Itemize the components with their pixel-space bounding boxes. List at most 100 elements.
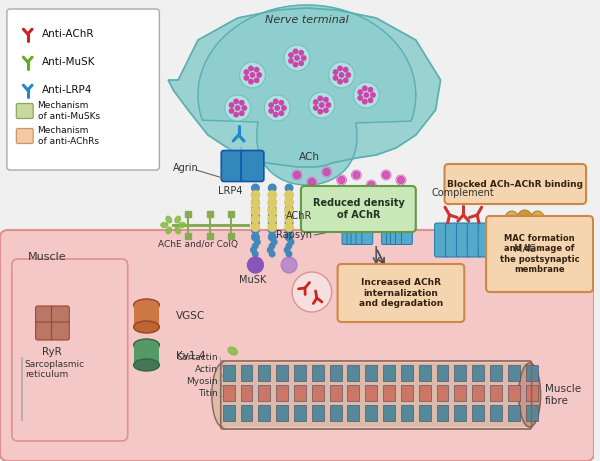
Bar: [294, 365, 306, 381]
Text: Sarcoplasmic
reticulum: Sarcoplasmic reticulum: [25, 360, 85, 379]
Bar: [472, 405, 484, 421]
Circle shape: [251, 191, 260, 199]
Text: MuSK: MuSK: [239, 275, 266, 285]
Circle shape: [251, 184, 259, 192]
Circle shape: [269, 251, 275, 257]
Ellipse shape: [175, 227, 181, 234]
Bar: [437, 365, 448, 381]
Circle shape: [299, 51, 304, 55]
Text: Mechanism
of anti-AChRs: Mechanism of anti-AChRs: [38, 126, 98, 146]
Bar: [241, 405, 253, 421]
Circle shape: [285, 207, 293, 215]
Bar: [526, 385, 538, 401]
FancyBboxPatch shape: [347, 200, 358, 244]
Bar: [347, 405, 359, 421]
Bar: [454, 385, 466, 401]
Bar: [223, 365, 235, 381]
Circle shape: [346, 73, 350, 77]
Text: Titin: Titin: [198, 389, 218, 397]
Circle shape: [287, 235, 292, 241]
Circle shape: [314, 100, 318, 104]
Text: MAC: MAC: [514, 244, 536, 254]
Circle shape: [251, 215, 260, 223]
Bar: [454, 365, 466, 381]
Text: Anti-LRP4: Anti-LRP4: [41, 85, 92, 95]
Circle shape: [362, 100, 367, 104]
Circle shape: [268, 205, 276, 213]
FancyBboxPatch shape: [342, 200, 353, 244]
Bar: [329, 385, 341, 401]
FancyBboxPatch shape: [356, 200, 367, 244]
Circle shape: [269, 103, 274, 107]
Circle shape: [285, 223, 293, 231]
Text: Muscle: Muscle: [28, 252, 67, 262]
Circle shape: [295, 56, 299, 60]
Circle shape: [286, 251, 292, 257]
Bar: [347, 365, 359, 381]
Bar: [508, 385, 520, 401]
Circle shape: [251, 207, 260, 215]
Circle shape: [268, 212, 276, 220]
Text: Rapsyn: Rapsyn: [276, 230, 312, 240]
Bar: [401, 365, 413, 381]
Ellipse shape: [503, 211, 521, 241]
Circle shape: [371, 93, 375, 97]
Bar: [294, 385, 306, 401]
Circle shape: [286, 233, 293, 241]
Circle shape: [251, 226, 259, 234]
Ellipse shape: [515, 210, 535, 242]
Circle shape: [235, 106, 240, 110]
Ellipse shape: [212, 363, 233, 427]
Circle shape: [249, 79, 253, 84]
Bar: [383, 365, 395, 381]
Bar: [276, 405, 288, 421]
Circle shape: [251, 191, 259, 199]
Circle shape: [269, 243, 275, 249]
Circle shape: [268, 199, 277, 207]
Bar: [526, 365, 538, 381]
Circle shape: [254, 239, 260, 245]
Circle shape: [268, 223, 277, 231]
Circle shape: [299, 61, 304, 65]
Bar: [383, 405, 395, 421]
Circle shape: [234, 99, 238, 104]
FancyBboxPatch shape: [301, 186, 416, 232]
Bar: [419, 405, 431, 421]
Circle shape: [268, 191, 277, 199]
FancyBboxPatch shape: [12, 259, 128, 441]
Bar: [134, 345, 160, 365]
FancyBboxPatch shape: [16, 129, 33, 143]
Bar: [185, 233, 191, 239]
Circle shape: [338, 177, 345, 183]
Bar: [437, 405, 448, 421]
Bar: [134, 305, 160, 327]
Text: Blocked ACh–AChR binding: Blocked ACh–AChR binding: [447, 179, 583, 189]
Circle shape: [340, 73, 344, 77]
Text: AChR: AChR: [286, 211, 312, 221]
Bar: [185, 211, 191, 217]
Bar: [490, 365, 502, 381]
Bar: [329, 365, 341, 381]
Circle shape: [289, 59, 293, 63]
Circle shape: [286, 184, 293, 192]
Circle shape: [285, 199, 293, 207]
Circle shape: [293, 171, 301, 178]
Bar: [526, 405, 538, 421]
Circle shape: [309, 92, 335, 118]
FancyBboxPatch shape: [486, 216, 593, 292]
Circle shape: [302, 56, 306, 60]
Text: VGSC: VGSC: [176, 311, 205, 321]
Circle shape: [253, 235, 259, 241]
Bar: [329, 405, 341, 421]
FancyBboxPatch shape: [35, 306, 53, 324]
Ellipse shape: [134, 339, 160, 351]
Bar: [241, 385, 253, 401]
Bar: [228, 211, 233, 217]
Circle shape: [353, 171, 360, 178]
Circle shape: [282, 106, 286, 110]
Bar: [472, 365, 484, 381]
Text: Kv1.4: Kv1.4: [176, 351, 206, 361]
FancyBboxPatch shape: [434, 223, 448, 257]
FancyBboxPatch shape: [386, 200, 397, 244]
Circle shape: [338, 79, 342, 84]
